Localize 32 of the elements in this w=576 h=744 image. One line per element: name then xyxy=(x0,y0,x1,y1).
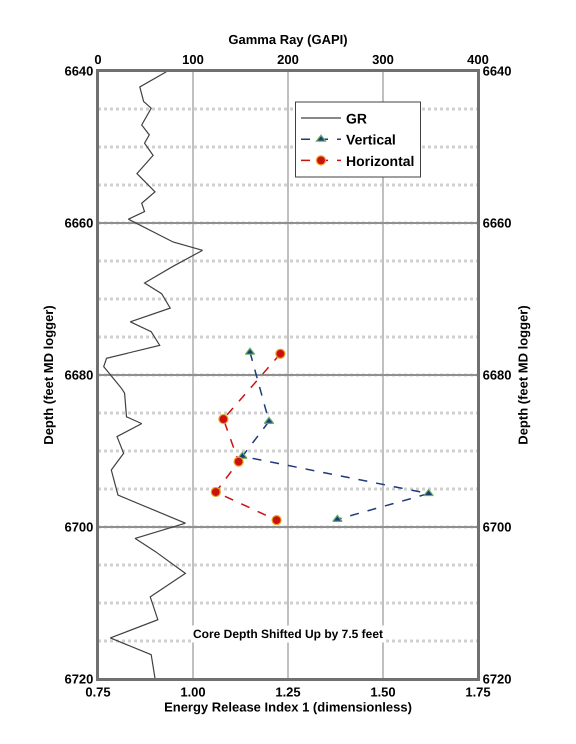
y-tick-label: 6700 xyxy=(64,520,94,535)
legend-label: Horizontal xyxy=(346,152,414,169)
x2-tick-label: 200 xyxy=(277,52,299,67)
legend-label: Vertical xyxy=(346,132,396,148)
annotation: Core Depth Shifted Up by 7.5 feet xyxy=(193,627,384,641)
x-axis-title: Energy Release Index 1 (dimensionless) xyxy=(164,700,412,715)
point xyxy=(275,348,286,359)
x-tick-label: 1.50 xyxy=(370,684,396,700)
x2-tick-label: 100 xyxy=(182,52,204,67)
y2-tick-label: 6660 xyxy=(482,216,512,231)
point xyxy=(234,456,244,467)
y-tick-label: 6660 xyxy=(64,216,94,231)
y2-tick-label: 6680 xyxy=(482,368,512,383)
y-tick-label: 6680 xyxy=(64,368,94,383)
y2-tick-label: 6700 xyxy=(482,520,512,535)
legend-label: GR xyxy=(346,110,367,126)
x2-tick-label: 0 xyxy=(94,52,102,67)
y2-axis-title: Depth (feet MD logger) xyxy=(516,305,531,445)
y-axis-title: Depth (feet MD logger) xyxy=(40,305,56,445)
y2-tick-label: 6720 xyxy=(482,672,512,687)
x-tick-label: 1.75 xyxy=(465,684,491,700)
x2-tick-label: 300 xyxy=(372,52,394,67)
x2-axis-title: Gamma Ray (GAPI) xyxy=(228,32,348,48)
point xyxy=(210,486,221,498)
point xyxy=(272,515,282,526)
point xyxy=(218,414,228,424)
y-tick-label: 6720 xyxy=(64,672,94,687)
x-tick-label: 0.75 xyxy=(85,684,111,700)
y-tick-label: 6640 xyxy=(64,64,94,79)
x-tick-label: 1.00 xyxy=(180,684,206,700)
x-tick-label: 1.25 xyxy=(275,684,301,700)
point xyxy=(423,488,434,496)
